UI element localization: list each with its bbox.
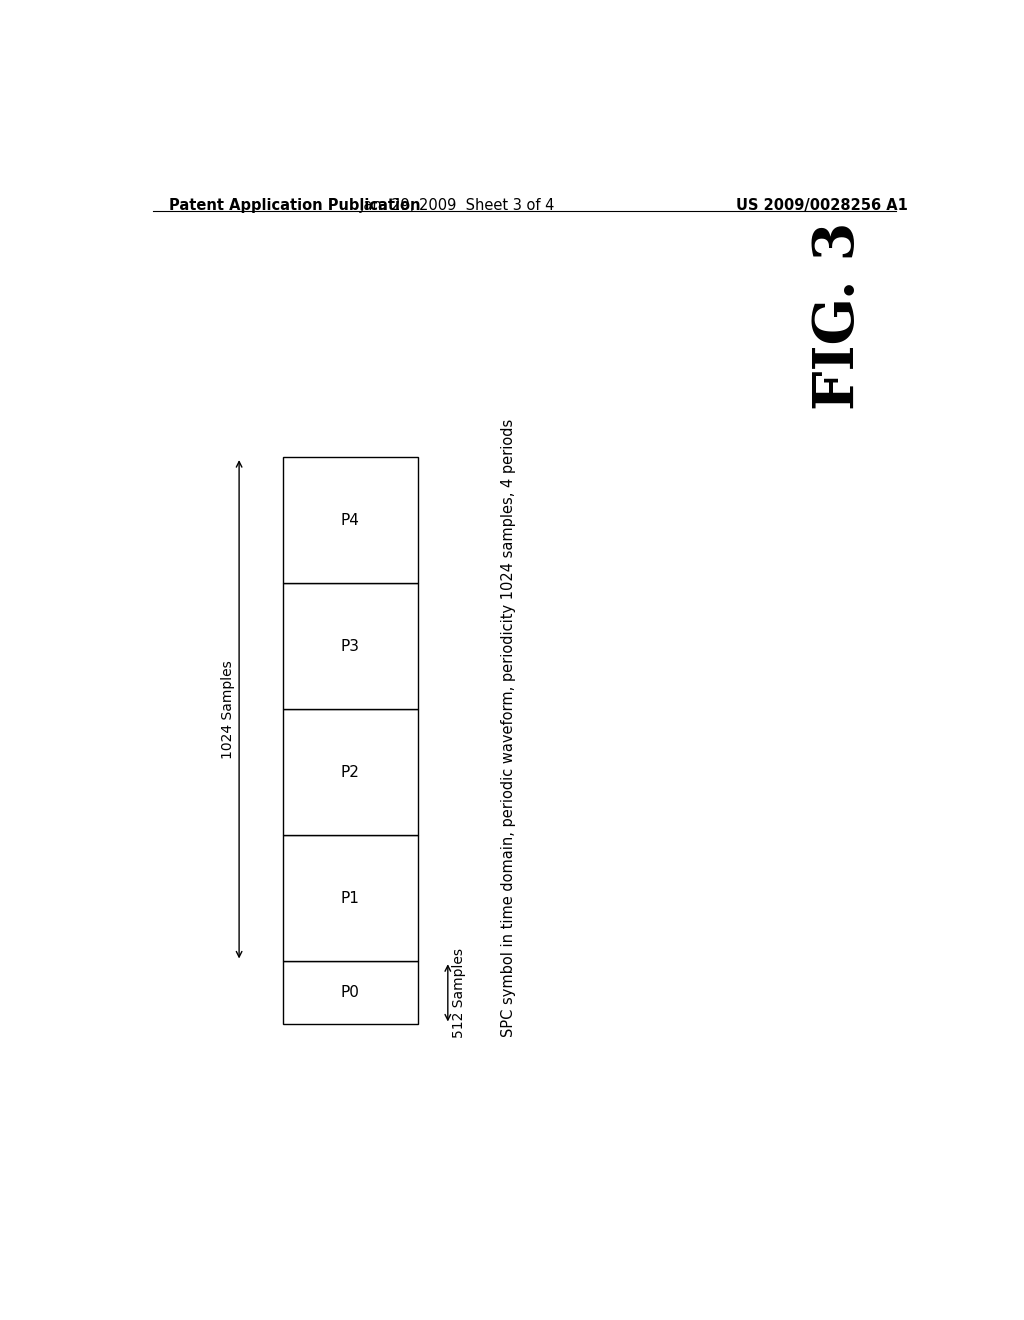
Text: US 2009/0028256 A1: US 2009/0028256 A1 <box>736 198 908 213</box>
Bar <box>283 836 418 961</box>
Text: Patent Application Publication: Patent Application Publication <box>169 198 421 213</box>
Text: FIG. 3: FIG. 3 <box>811 222 865 411</box>
Text: Jan. 29, 2009  Sheet 3 of 4: Jan. 29, 2009 Sheet 3 of 4 <box>359 198 555 213</box>
Bar <box>283 709 418 836</box>
Bar <box>283 583 418 709</box>
Text: SPC symbol in time domain, periodic waveform, periodicity 1024 samples, 4 period: SPC symbol in time domain, periodic wave… <box>502 418 516 1036</box>
Bar <box>283 457 418 583</box>
Text: P2: P2 <box>341 764 359 780</box>
Text: P1: P1 <box>341 891 359 906</box>
Text: P3: P3 <box>341 639 359 653</box>
Text: P4: P4 <box>341 512 359 528</box>
Text: 1024 Samples: 1024 Samples <box>221 660 234 759</box>
Text: 512 Samples: 512 Samples <box>452 948 466 1038</box>
Bar <box>283 961 418 1024</box>
Text: P0: P0 <box>341 985 359 1001</box>
